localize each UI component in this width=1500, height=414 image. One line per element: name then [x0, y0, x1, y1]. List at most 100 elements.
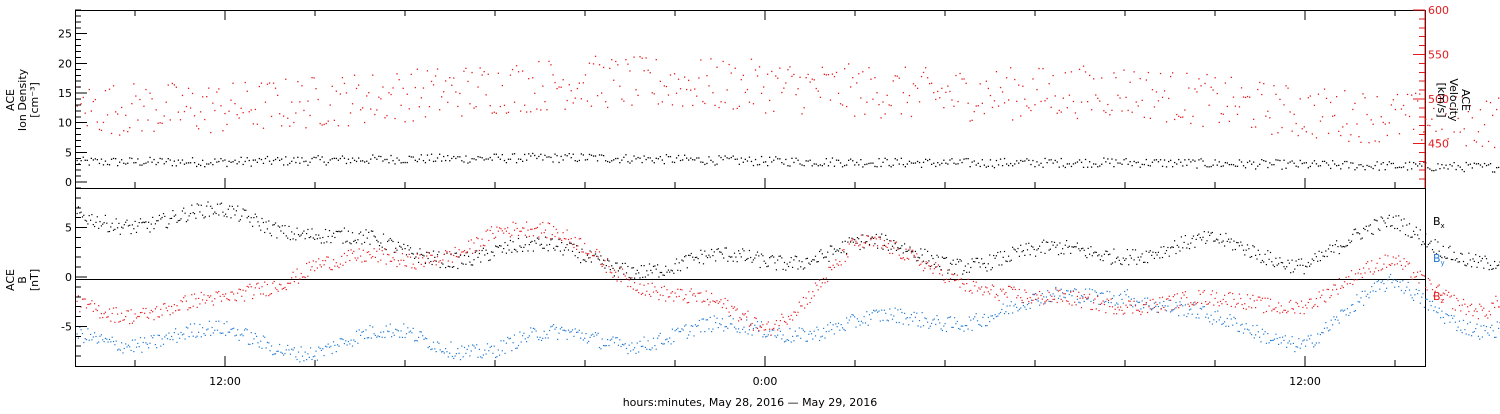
- point-density: [370, 159, 371, 160]
- point-by: [432, 348, 433, 349]
- point-velocity: [1032, 78, 1033, 79]
- point-by: [1208, 317, 1209, 318]
- point-velocity: [577, 88, 578, 89]
- point-by: [536, 330, 537, 331]
- point-bx: [280, 230, 281, 231]
- point-velocity: [609, 68, 610, 69]
- point-by: [1317, 333, 1318, 334]
- point-bx: [1239, 245, 1240, 246]
- point-by: [874, 311, 875, 312]
- point-bx: [649, 263, 650, 264]
- point-by: [128, 345, 129, 346]
- point-bx: [1427, 246, 1428, 247]
- point-by: [720, 324, 721, 325]
- point-velocity: [834, 76, 835, 77]
- point-density: [589, 154, 590, 155]
- point-density: [1419, 163, 1420, 164]
- point-by: [1397, 281, 1398, 282]
- point-bx: [734, 253, 735, 254]
- point-density: [1136, 162, 1137, 163]
- point-by: [700, 331, 701, 332]
- point-by: [417, 340, 418, 341]
- point-bx: [321, 242, 322, 243]
- point-by: [1204, 306, 1205, 307]
- point-bx: [201, 205, 202, 206]
- point-density: [745, 159, 746, 160]
- point-density: [1490, 163, 1491, 164]
- point-density: [362, 160, 363, 161]
- point-by: [1497, 321, 1498, 322]
- point-density: [415, 160, 416, 161]
- point-velocity: [927, 77, 928, 78]
- point-bx: [737, 261, 738, 262]
- point-bx: [1121, 264, 1122, 265]
- point-density: [1322, 161, 1323, 162]
- point-by: [712, 329, 713, 330]
- point-by: [540, 337, 541, 338]
- point-by: [881, 310, 882, 311]
- point-velocity: [382, 86, 383, 87]
- point-velocity: [297, 81, 298, 82]
- point-density: [504, 160, 505, 161]
- point-density: [1265, 161, 1266, 162]
- point-density: [180, 162, 181, 163]
- point-by: [708, 328, 709, 329]
- point-density: [1158, 161, 1159, 162]
- point-velocity: [463, 71, 464, 72]
- point-density: [866, 164, 867, 165]
- point-density: [577, 161, 578, 162]
- point-velocity: [307, 101, 308, 102]
- point-velocity: [208, 88, 209, 89]
- point-by: [531, 331, 532, 332]
- point-bx: [981, 258, 982, 259]
- point-by: [1163, 301, 1164, 302]
- point-bx: [376, 240, 377, 241]
- point-velocity: [585, 74, 586, 75]
- point-velocity: [1253, 119, 1254, 120]
- point-velocity: [1338, 131, 1339, 132]
- point-velocity: [366, 95, 367, 96]
- point-by: [457, 348, 458, 349]
- point-velocity: [81, 103, 82, 104]
- point-density: [783, 164, 784, 165]
- point-bx: [765, 263, 766, 264]
- point-bx: [1435, 239, 1436, 240]
- point-density: [117, 165, 118, 166]
- point-density: [619, 162, 620, 163]
- point-bx: [719, 251, 720, 252]
- point-density: [607, 161, 608, 162]
- point-by: [1309, 338, 1310, 339]
- point-by: [680, 331, 681, 332]
- point-bx: [1462, 254, 1463, 255]
- point-by: [625, 343, 626, 344]
- point-bx: [1414, 234, 1415, 235]
- point-by: [1451, 315, 1452, 316]
- point-by: [450, 341, 451, 342]
- point-by: [592, 334, 593, 335]
- point-velocity: [1130, 82, 1131, 83]
- point-velocity: [1490, 102, 1491, 103]
- point-bx: [348, 231, 349, 232]
- point-by: [671, 343, 672, 344]
- point-by: [172, 339, 173, 340]
- point-velocity: [850, 86, 851, 87]
- point-by: [403, 323, 404, 324]
- point-by: [820, 336, 821, 337]
- point-by: [472, 344, 473, 345]
- point-bx: [85, 220, 86, 221]
- point-by: [893, 315, 894, 316]
- point-bx: [186, 221, 187, 222]
- point-bx: [171, 218, 172, 219]
- point-by: [1104, 302, 1105, 303]
- point-by: [932, 319, 933, 320]
- point-by: [695, 324, 696, 325]
- point-velocity: [457, 106, 458, 107]
- point-density: [243, 164, 244, 165]
- point-by: [475, 347, 476, 348]
- point-by: [579, 330, 580, 331]
- point-velocity: [1387, 135, 1388, 136]
- point-velocity: [334, 120, 335, 121]
- point-bx: [187, 220, 188, 221]
- point-by: [835, 323, 836, 324]
- point-bx: [1219, 242, 1220, 243]
